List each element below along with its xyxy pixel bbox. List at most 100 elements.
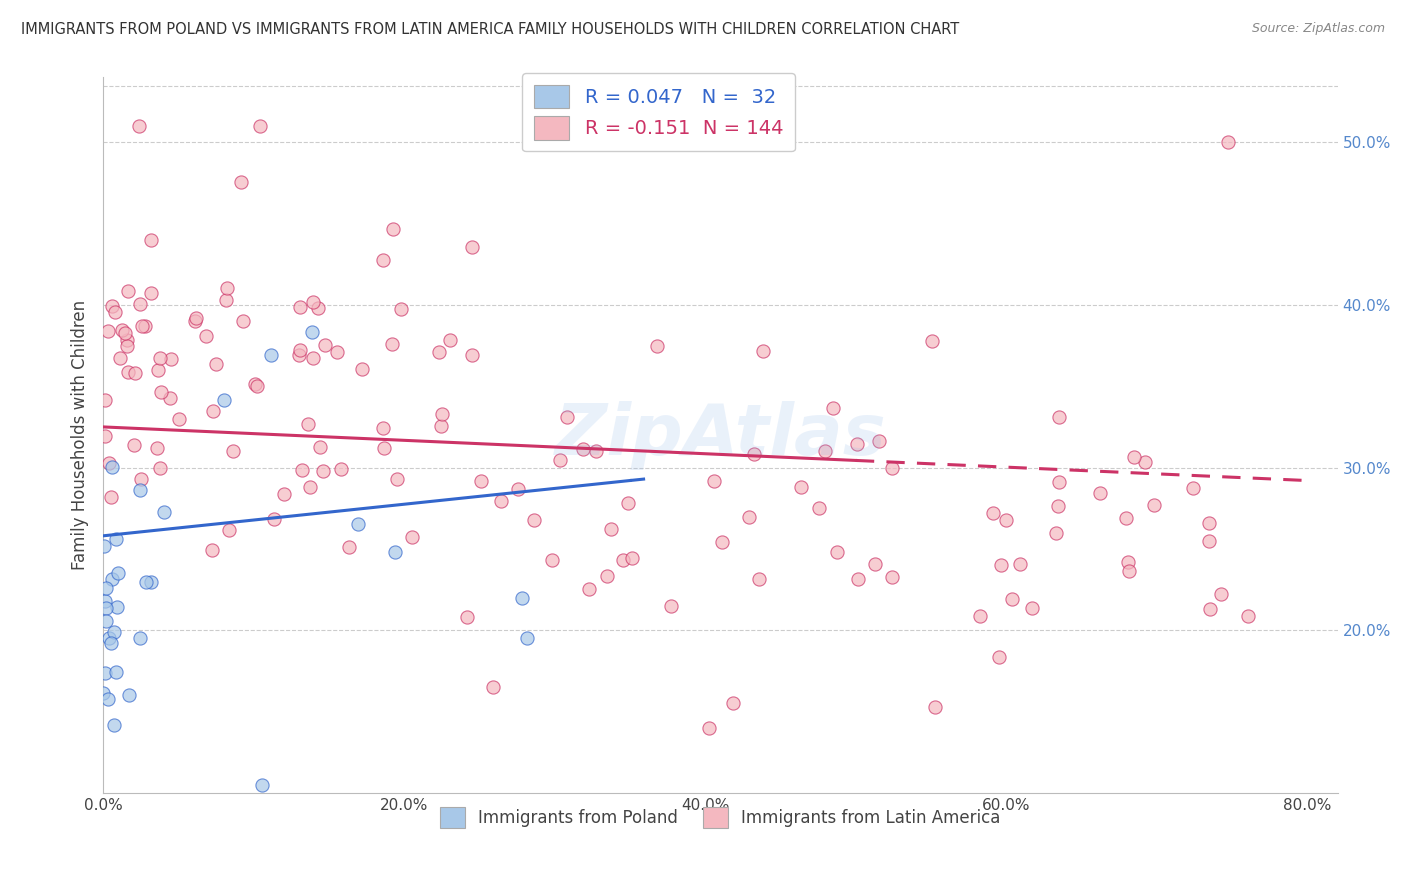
Point xyxy=(703,474,725,488)
Point xyxy=(823,401,845,415)
Point xyxy=(131,318,153,333)
Point xyxy=(129,632,152,646)
Point xyxy=(868,434,890,448)
Point xyxy=(103,718,125,732)
Point xyxy=(290,463,312,477)
Point xyxy=(1198,533,1220,548)
Point xyxy=(1237,608,1260,623)
Point xyxy=(117,365,139,379)
Point xyxy=(231,175,253,189)
Point xyxy=(1045,525,1067,540)
Point xyxy=(347,517,370,532)
Point xyxy=(814,443,837,458)
Point xyxy=(122,438,145,452)
Point xyxy=(371,421,394,435)
Point xyxy=(621,550,644,565)
Point xyxy=(104,532,127,546)
Point xyxy=(1047,409,1070,424)
Point xyxy=(186,311,208,326)
Point xyxy=(153,505,176,519)
Point xyxy=(506,483,529,497)
Point xyxy=(461,347,484,361)
Point xyxy=(863,558,886,572)
Point xyxy=(710,535,733,549)
Point xyxy=(329,461,352,475)
Point xyxy=(97,631,120,645)
Point xyxy=(97,692,120,706)
Point xyxy=(555,409,578,424)
Point xyxy=(924,700,946,714)
Point xyxy=(1216,136,1239,150)
Point xyxy=(512,591,534,605)
Point xyxy=(232,314,254,328)
Text: Source: ZipAtlas.com: Source: ZipAtlas.com xyxy=(1251,22,1385,36)
Point xyxy=(432,407,454,421)
Point xyxy=(1122,450,1144,465)
Point xyxy=(612,552,634,566)
Point xyxy=(1088,486,1111,500)
Point xyxy=(115,333,138,347)
Point xyxy=(381,336,404,351)
Point xyxy=(273,487,295,501)
Point xyxy=(371,253,394,268)
Point xyxy=(139,233,162,247)
Point xyxy=(117,284,139,298)
Point xyxy=(131,472,153,486)
Point xyxy=(994,513,1017,527)
Point xyxy=(846,437,869,451)
Point xyxy=(882,569,904,583)
Y-axis label: Family Households with Children: Family Households with Children xyxy=(72,300,89,570)
Point xyxy=(94,614,117,628)
Point xyxy=(160,351,183,366)
Point xyxy=(297,417,319,431)
Point xyxy=(921,334,943,349)
Point xyxy=(100,636,122,650)
Point xyxy=(373,441,395,455)
Point xyxy=(105,665,128,679)
Text: ZipAtlas: ZipAtlas xyxy=(554,401,886,469)
Legend: Immigrants from Poland, Immigrants from Latin America: Immigrants from Poland, Immigrants from … xyxy=(433,801,1008,834)
Point xyxy=(312,464,335,478)
Point xyxy=(721,696,744,710)
Point xyxy=(461,240,484,254)
Point xyxy=(585,443,607,458)
Point xyxy=(1115,510,1137,524)
Point xyxy=(1047,475,1070,490)
Point xyxy=(94,665,117,680)
Point xyxy=(430,419,453,434)
Point xyxy=(101,299,124,313)
Point xyxy=(97,324,120,338)
Point xyxy=(169,412,191,426)
Point xyxy=(288,300,311,314)
Point xyxy=(212,392,235,407)
Point xyxy=(382,221,405,235)
Point xyxy=(742,447,765,461)
Point xyxy=(1118,564,1140,578)
Point xyxy=(129,297,152,311)
Point xyxy=(429,345,451,359)
Point xyxy=(195,328,218,343)
Point xyxy=(94,594,117,608)
Point xyxy=(401,530,423,544)
Point xyxy=(1209,587,1232,601)
Point xyxy=(548,453,571,467)
Point xyxy=(1143,499,1166,513)
Point xyxy=(139,575,162,590)
Point xyxy=(647,339,669,353)
Point xyxy=(135,575,157,590)
Point xyxy=(139,286,162,301)
Point xyxy=(302,295,325,310)
Point xyxy=(752,344,775,359)
Point xyxy=(846,572,869,586)
Point xyxy=(748,572,770,586)
Point xyxy=(516,632,538,646)
Point xyxy=(110,351,132,366)
Point xyxy=(245,379,267,393)
Point xyxy=(384,545,406,559)
Point xyxy=(245,377,267,392)
Point xyxy=(263,511,285,525)
Point xyxy=(249,119,271,133)
Point xyxy=(101,459,124,474)
Point xyxy=(218,524,240,538)
Point xyxy=(489,494,512,508)
